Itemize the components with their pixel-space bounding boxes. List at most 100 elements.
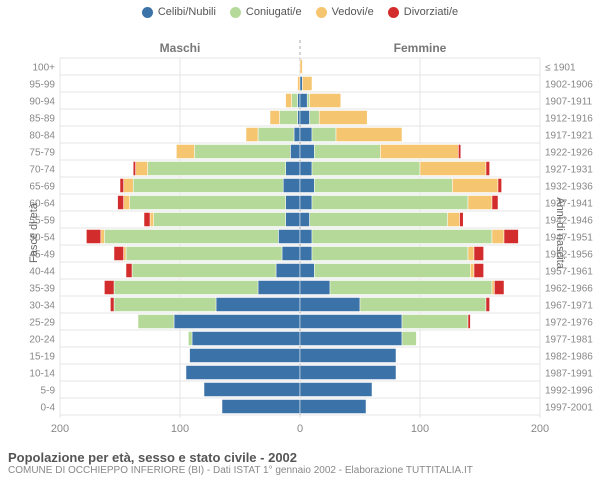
bar-female-single (300, 128, 312, 142)
svg-text:1902-1906: 1902-1906 (545, 80, 593, 91)
bar-male-single (216, 298, 300, 312)
bar-male-single (298, 111, 300, 125)
bar-male-single (283, 179, 300, 193)
svg-text:1997-2001: 1997-2001 (545, 403, 593, 414)
svg-text:90-94: 90-94 (29, 97, 55, 108)
svg-text:1987-1991: 1987-1991 (545, 369, 593, 380)
bar-female-single (300, 179, 314, 193)
pyramid-svg: 2001000100200MaschiFemmine100+≤ 190195-9… (0, 18, 600, 448)
bar-female-widowed (492, 230, 504, 244)
bar-female-divorced (498, 179, 502, 193)
bar-male-single (276, 264, 300, 278)
bar-male-single (278, 230, 300, 244)
bar-female-divorced (492, 196, 498, 210)
bar-male-widowed (270, 111, 280, 125)
bar-male-single (186, 366, 300, 380)
bar-female-divorced (474, 264, 484, 278)
bar-female-married (312, 247, 468, 261)
svg-text:70-74: 70-74 (29, 165, 55, 176)
bar-female-single (300, 145, 314, 159)
svg-text:80-84: 80-84 (29, 131, 55, 142)
bar-female-single (300, 94, 307, 108)
bar-female-divorced (486, 298, 490, 312)
svg-text:30-34: 30-34 (29, 301, 55, 312)
legend-item: Divorziati/e (388, 6, 458, 18)
svg-text:10-14: 10-14 (29, 369, 55, 380)
bar-male-widowed (298, 77, 300, 91)
bar-male-single (204, 383, 300, 397)
bar-female-widowed (468, 196, 492, 210)
bar-male-married (138, 315, 174, 329)
svg-text:1917-1921: 1917-1921 (545, 131, 593, 142)
bar-male-divorced (110, 298, 114, 312)
bar-female-widowed (310, 94, 341, 108)
bar-female-married (312, 162, 420, 176)
bar-female-widowed (468, 247, 474, 261)
svg-text:1937-1941: 1937-1941 (545, 199, 593, 210)
bar-female-married (312, 196, 468, 210)
y-axis-label-right: Anni di nascita (554, 197, 566, 269)
footer: Popolazione per età, sesso e stato civil… (0, 448, 600, 476)
chart-subtitle: COMUNE DI OCCHIEPPO INFERIORE (BI) - Dat… (8, 465, 592, 476)
bar-female-single (300, 298, 360, 312)
bar-male-divorced (133, 162, 135, 176)
svg-text:1927-1931: 1927-1931 (545, 165, 593, 176)
svg-text:Maschi: Maschi (160, 41, 201, 55)
svg-text:1942-1946: 1942-1946 (545, 216, 593, 227)
bar-male-married (148, 162, 286, 176)
bar-male-widowed (246, 128, 258, 142)
bar-male-single (222, 400, 300, 414)
bar-female-married (312, 230, 492, 244)
svg-text:0: 0 (297, 423, 303, 435)
bar-male-divorced (114, 247, 124, 261)
bar-female-divorced (494, 281, 504, 295)
bar-female-single (300, 281, 330, 295)
bar-male-married (126, 247, 282, 261)
svg-text:0-4: 0-4 (41, 403, 56, 414)
bar-female-divorced (504, 230, 518, 244)
bar-female-married (330, 281, 492, 295)
bar-female-divorced (460, 213, 464, 227)
bar-female-widowed (470, 264, 474, 278)
chart-title: Popolazione per età, sesso e stato civil… (8, 450, 592, 465)
bar-female-married (314, 264, 470, 278)
bar-female-single (300, 213, 310, 227)
svg-text:≤ 1901: ≤ 1901 (545, 63, 576, 74)
bar-female-single (300, 264, 314, 278)
svg-text:85-89: 85-89 (29, 114, 55, 125)
bar-female-married (307, 94, 309, 108)
svg-text:5-9: 5-9 (41, 386, 56, 397)
bar-female-widowed (380, 145, 458, 159)
svg-text:100+: 100+ (32, 63, 55, 74)
svg-text:40-44: 40-44 (29, 267, 55, 278)
bar-female-divorced (458, 145, 460, 159)
svg-text:100: 100 (171, 423, 189, 435)
bar-female-divorced (474, 247, 484, 261)
bar-male-single (298, 94, 300, 108)
bar-male-widowed (150, 213, 154, 227)
bar-female-widowed (319, 111, 367, 125)
bar-male-single (192, 332, 300, 346)
bar-male-married (133, 179, 283, 193)
bar-male-widowed (101, 230, 105, 244)
svg-text:20-24: 20-24 (29, 335, 55, 346)
bar-male-single (290, 145, 300, 159)
bar-male-married (114, 298, 216, 312)
legend-label: Divorziati/e (404, 6, 458, 18)
bar-female-single (300, 315, 402, 329)
bar-male-married (280, 111, 298, 125)
bar-female-married (310, 111, 320, 125)
bar-female-widowed (336, 128, 402, 142)
bar-female-single (300, 162, 312, 176)
legend: Celibi/NubiliConiugati/eVedovi/eDivorzia… (0, 0, 600, 18)
svg-text:75-79: 75-79 (29, 148, 55, 159)
bar-female-single (300, 383, 372, 397)
svg-text:1932-1936: 1932-1936 (545, 182, 593, 193)
legend-label: Vedovi/e (332, 6, 374, 18)
svg-text:25-29: 25-29 (29, 318, 55, 329)
y-axis-label-left: Fasce di età (28, 203, 40, 263)
bar-male-married (114, 281, 258, 295)
bar-male-single (286, 162, 300, 176)
bar-male-divorced (104, 281, 114, 295)
bar-male-single (294, 128, 300, 142)
